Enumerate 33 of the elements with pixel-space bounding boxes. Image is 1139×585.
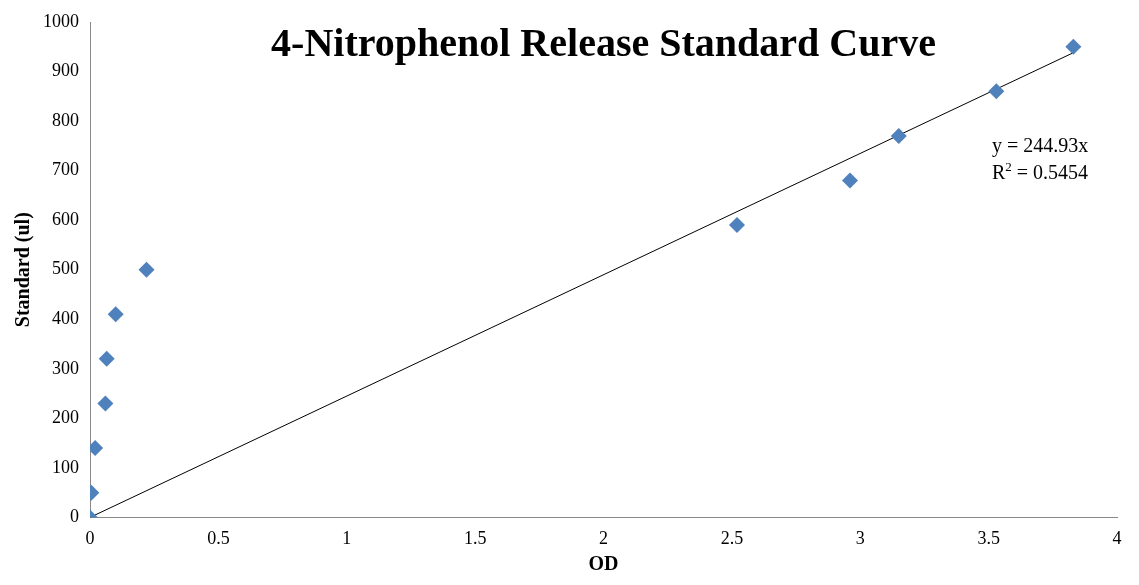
point [729, 217, 746, 234]
y-tick-label: 900 [52, 60, 79, 81]
x-tick-label: 2 [599, 527, 608, 548]
point [988, 83, 1005, 100]
y-tick-label: 200 [52, 407, 79, 428]
x-tick-label: 1.5 [463, 527, 487, 548]
annotation: y = 244.93x [992, 134, 1089, 157]
point [890, 127, 907, 144]
x-tick-label: 1 [342, 527, 352, 548]
y-tick-label: 800 [52, 109, 79, 130]
y-tick-label: 600 [52, 208, 79, 229]
x-tick-label: 3.5 [977, 527, 1000, 548]
x-tick-label: 3 [855, 527, 865, 548]
y-tick-label: 300 [52, 357, 79, 378]
x-tick-label: 0.5 [207, 527, 230, 548]
y-tick-label: 700 [52, 159, 79, 180]
point [841, 172, 858, 189]
point [107, 306, 124, 323]
y-tick-label: 100 [52, 456, 79, 477]
x-tick-label: 2.5 [720, 527, 744, 548]
x-axis-title: OD [588, 552, 619, 575]
point [97, 395, 114, 412]
y-tick-label: 0 [70, 506, 79, 527]
point [98, 350, 115, 367]
y-tick-label: 500 [52, 258, 79, 279]
y-tick-label: 1000 [43, 10, 79, 31]
point [138, 261, 155, 278]
x-tick-label: 0 [85, 527, 95, 548]
y-tick-label: 400 [52, 307, 79, 328]
chart-title: 4-Nitrophenol Release Standard Curve [271, 20, 936, 66]
y-axis-title: Standard (ul) [11, 212, 35, 328]
point [1065, 38, 1082, 55]
x-tick-label: 4 [1112, 527, 1122, 548]
